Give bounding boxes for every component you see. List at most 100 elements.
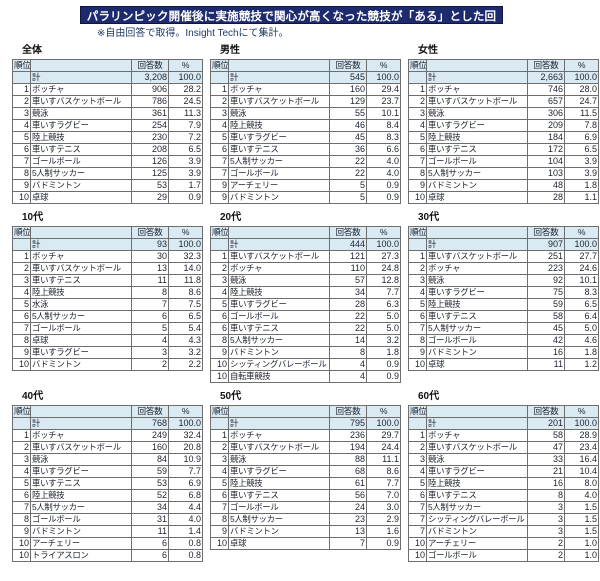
rank-cell: 9 bbox=[12, 179, 31, 192]
table-row: 3 競泳 84 10.9 bbox=[12, 453, 203, 466]
rank-cell: 2 bbox=[12, 95, 31, 108]
rank-cell: 7 bbox=[12, 322, 31, 335]
sport-name-cell: ゴールボール bbox=[30, 322, 132, 335]
ranking-table: 順位 回答数% 計 545 100.0 1 ボッチャ 160 29.4 2 車いすバスケットボール 1… bbox=[210, 59, 401, 204]
total-count-cell: 907 bbox=[527, 238, 565, 251]
table-row: 2 車いすバスケットボール 13 14.0 bbox=[12, 262, 203, 275]
table-row: 9 バドミントン 53 1.7 bbox=[12, 179, 203, 192]
percent-cell: 23.7 bbox=[366, 95, 401, 108]
rank-cell: 7 bbox=[210, 501, 229, 514]
percent-cell: 7.0 bbox=[366, 489, 401, 502]
percent-cell: 16.4 bbox=[564, 453, 599, 466]
percent-cell: 28.2 bbox=[168, 83, 203, 96]
sport-name-cell: ゴールボール bbox=[426, 549, 528, 562]
table-row: 10 卓球 28 1.1 bbox=[408, 191, 599, 204]
percent-cell: 4.0 bbox=[366, 167, 401, 180]
total-percent-cell: 100.0 bbox=[366, 417, 401, 430]
sport-name-cell: 陸上競技 bbox=[30, 286, 132, 299]
rank-header-cell: 順位 bbox=[210, 226, 229, 239]
table-row: 2 ボッチャ 223 24.6 bbox=[408, 262, 599, 275]
sport-name-cell: ゴールボール bbox=[228, 167, 330, 180]
percent-cell: 5.0 bbox=[366, 322, 401, 335]
sport-name-cell: 陸上競技 bbox=[228, 119, 330, 132]
percent-cell: 0.8 bbox=[168, 549, 203, 562]
percent-cell: 7.7 bbox=[366, 477, 401, 490]
rank-cell: 8 bbox=[12, 513, 31, 526]
count-cell: 59 bbox=[131, 465, 169, 478]
percent-cell: 4.0 bbox=[168, 513, 203, 526]
rank-cell: 2 bbox=[210, 95, 229, 108]
table-row: 7 ゴールボール 126 3.9 bbox=[12, 155, 203, 168]
table-group-label: 女性 bbox=[418, 45, 438, 56]
percent-cell: 7.9 bbox=[168, 119, 203, 132]
percent-cell: 4.3 bbox=[168, 334, 203, 347]
count-cell: 75 bbox=[527, 286, 565, 299]
total-label-cell: 計 bbox=[30, 417, 132, 430]
count-cell: 236 bbox=[329, 429, 367, 442]
sport-name-cell: シッティングバレーボール bbox=[426, 513, 528, 526]
rank-cell: 4 bbox=[210, 119, 229, 132]
count-cell: 306 bbox=[527, 107, 565, 120]
sport-name-cell: 卓球 bbox=[426, 358, 528, 371]
rank-cell: 1 bbox=[210, 250, 229, 263]
count-cell: 110 bbox=[329, 262, 367, 275]
table-row: 3 競泳 33 16.4 bbox=[408, 453, 599, 466]
rank-cell bbox=[210, 238, 229, 251]
table-row: 4 陸上競技 34 7.7 bbox=[210, 286, 401, 299]
ranking-table: 順位 回答数% 計 907 100.0 1 車いすバスケットボール 251 27.7 2 ボッチャ 2… bbox=[408, 226, 599, 371]
rank-cell: 3 bbox=[12, 274, 31, 287]
sport-name-cell: 車いすバスケットボール bbox=[228, 95, 330, 108]
sport-name-cell: 陸上競技 bbox=[426, 298, 528, 311]
percent-cell: 3.0 bbox=[366, 501, 401, 514]
percent-cell: 2.2 bbox=[168, 358, 203, 371]
rank-cell: 3 bbox=[210, 453, 229, 466]
percent-cell: 6.4 bbox=[564, 310, 599, 323]
rank-cell: 9 bbox=[210, 525, 229, 538]
sport-name-cell: 車いすバスケットボール bbox=[228, 441, 330, 454]
rank-cell bbox=[210, 71, 229, 84]
count-cell: 160 bbox=[329, 83, 367, 96]
rank-cell: 4 bbox=[12, 465, 31, 478]
table-block-1: 男性 順位 回答数% 計 545 100.0 1 ボッチャ 160 29.4 2 車いすバスケットボー… bbox=[210, 45, 401, 204]
count-cell: 5 bbox=[131, 322, 169, 335]
table-row: 6 車いすテニス 208 6.5 bbox=[12, 143, 203, 156]
table-block-6: 40代 順位 回答数% 計 768 100.0 1 ボッチャ 249 32.4 2 車いすバスケットボ… bbox=[12, 391, 203, 562]
rank-cell: 5 bbox=[408, 131, 427, 144]
rank-cell: 5 bbox=[408, 477, 427, 490]
percent-header-cell: % bbox=[366, 226, 401, 239]
table-row: 4 車いすラグビー 209 7.8 bbox=[408, 119, 599, 132]
total-row: 計 795 100.0 bbox=[210, 417, 401, 430]
count-cell: 249 bbox=[131, 429, 169, 442]
table-row: 10 トライアスロン 6 0.8 bbox=[12, 549, 203, 562]
table-row: 5 陸上競技 184 6.9 bbox=[408, 131, 599, 144]
percent-cell: 0.8 bbox=[168, 537, 203, 550]
rank-cell: 10 bbox=[210, 370, 229, 383]
rank-cell: 9 bbox=[12, 346, 31, 359]
count-cell: 8 bbox=[527, 489, 565, 502]
sport-name-cell: 車いすバスケットボール bbox=[426, 95, 528, 108]
rank-cell: 4 bbox=[210, 465, 229, 478]
rank-cell: 5 bbox=[12, 477, 31, 490]
rank-cell: 4 bbox=[12, 286, 31, 299]
sport-name-cell: 車いすバスケットボール bbox=[30, 95, 132, 108]
rank-cell: 2 bbox=[12, 441, 31, 454]
total-percent-cell: 100.0 bbox=[564, 238, 599, 251]
total-percent-cell: 100.0 bbox=[366, 238, 401, 251]
count-cell: 22 bbox=[329, 167, 367, 180]
table-row: 10 ゴールボール 2 1.0 bbox=[408, 549, 599, 562]
ranking-table: 順位 回答数% 計 2,663 100.0 1 ボッチャ 746 28.0 2 車いすバスケットボー… bbox=[408, 59, 599, 204]
table-row: 6 車いすテニス 22 5.0 bbox=[210, 322, 401, 335]
count-cell: 5 bbox=[329, 191, 367, 204]
sport-name-cell: 5人制サッカー bbox=[426, 322, 528, 335]
sport-name-cell: ボッチャ bbox=[426, 429, 528, 442]
sport-name-cell: 5人制サッカー bbox=[30, 310, 132, 323]
sport-name-cell: 陸上競技 bbox=[30, 489, 132, 502]
table-header-row: 順位 回答数% bbox=[210, 405, 401, 418]
percent-cell: 28.9 bbox=[564, 429, 599, 442]
table-section-row: 全体 順位 回答数% 計 3,208 100.0 1 ボッチャ 906 28.2 2 車いすバスケット… bbox=[12, 45, 600, 204]
count-cell: 57 bbox=[329, 274, 367, 287]
rank-cell: 8 bbox=[12, 167, 31, 180]
sport-name-cell: 卓球 bbox=[228, 537, 330, 550]
table-row: 1 車いすバスケットボール 251 27.7 bbox=[408, 250, 599, 263]
table-row: 10 卓球 29 0.9 bbox=[12, 191, 203, 204]
